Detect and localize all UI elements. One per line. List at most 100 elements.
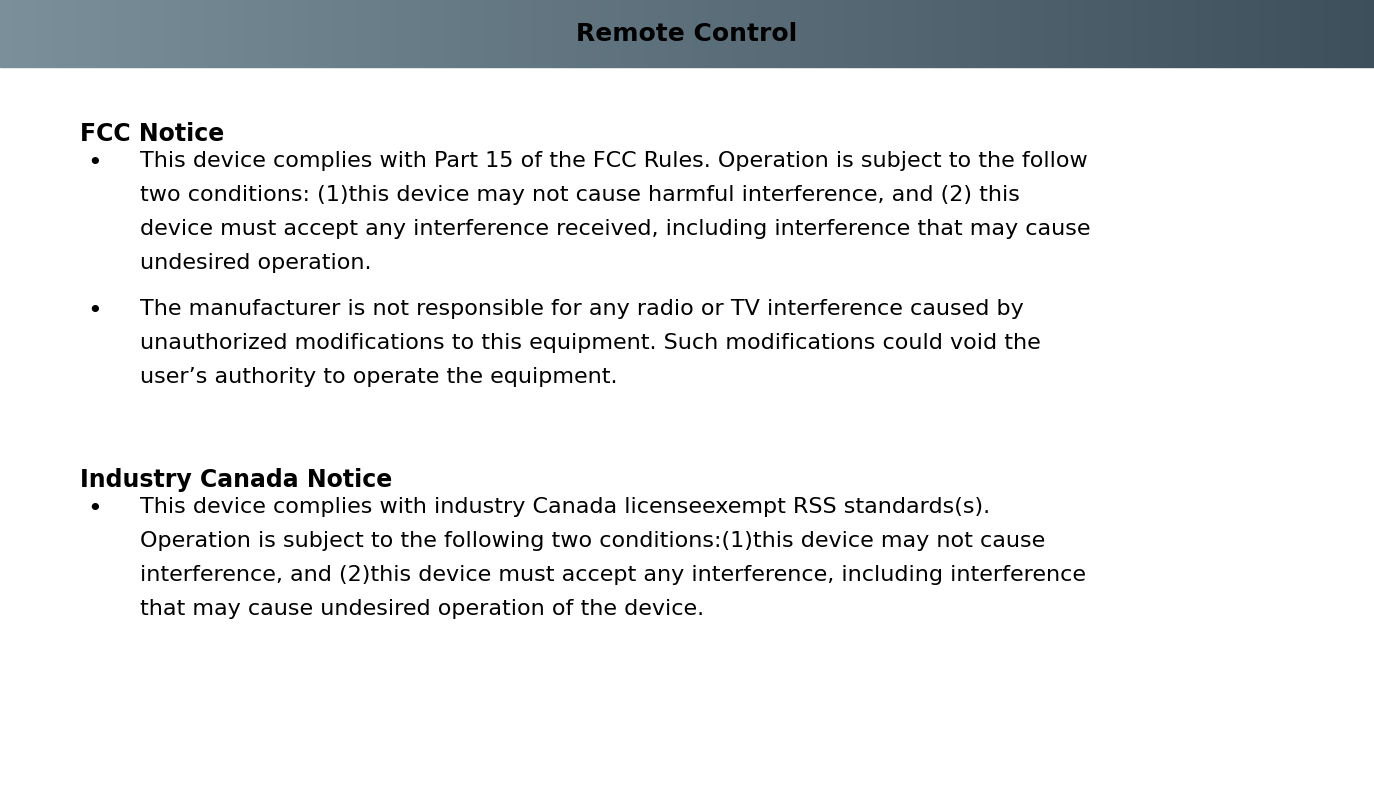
Bar [559,0,563,67]
Bar [339,0,344,67]
Bar [962,0,966,67]
Bar [1099,0,1103,67]
Bar [65,0,69,67]
Bar [1364,0,1370,67]
Bar [1315,0,1319,67]
Bar [1356,0,1360,67]
Bar [320,0,326,67]
Bar [10,0,14,67]
Bar [925,0,930,67]
Bar [655,0,660,67]
Bar [206,0,210,67]
Bar [110,0,114,67]
Bar [1219,0,1223,67]
Bar [1168,0,1172,67]
Bar [1150,0,1154,67]
Bar [911,0,916,67]
Bar [220,0,224,67]
Bar [78,0,82,67]
Bar [673,0,677,67]
Bar [842,0,848,67]
Bar [824,0,829,67]
Bar [815,0,820,67]
Bar [1154,0,1158,67]
Bar [403,0,408,67]
Bar [124,0,128,67]
Bar [408,0,412,67]
Bar [247,0,251,67]
Bar [357,0,361,67]
Bar [426,0,430,67]
Bar [27,0,32,67]
Bar [87,0,92,67]
Bar [394,0,398,67]
Bar [261,0,265,67]
Bar [834,0,838,67]
Bar [636,0,642,67]
Bar [971,0,976,67]
Bar [714,0,719,67]
Bar [1172,0,1178,67]
Bar [412,0,416,67]
Bar [591,0,595,67]
Bar [989,0,993,67]
Bar [732,0,738,67]
Bar [142,0,147,67]
Bar [687,0,691,67]
Bar [518,0,522,67]
Bar [436,0,440,67]
Bar [137,0,142,67]
Bar [1209,0,1213,67]
Bar [82,0,87,67]
Bar [14,0,18,67]
Text: FCC Notice: FCC Notice [80,122,224,146]
Bar [458,0,463,67]
Bar [605,0,609,67]
Bar [1287,0,1292,67]
Bar [980,0,985,67]
Bar [316,0,320,67]
Text: interference, and (2)this device must accept any interference, including interfe: interference, and (2)this device must ac… [140,564,1085,585]
Bar [848,0,852,67]
Bar [179,0,183,67]
Text: This device complies with industry Canada licenseexempt RSS standards(s).: This device complies with industry Canad… [140,496,991,517]
Bar [284,0,289,67]
Bar [985,0,989,67]
Bar [934,0,938,67]
Bar [23,0,27,67]
Text: unauthorized modifications to this equipment. Such modifications could void the: unauthorized modifications to this equip… [140,333,1040,353]
Bar [1186,0,1191,67]
Bar [1003,0,1007,67]
Bar [1062,0,1068,67]
Text: two conditions: (1)this device may not cause harmful interference, and (2) this: two conditions: (1)this device may not c… [140,185,1020,205]
Bar [499,0,504,67]
Bar [69,0,73,67]
Bar [298,0,302,67]
Bar [32,0,37,67]
Bar [265,0,271,67]
Bar [660,0,664,67]
Bar [243,0,247,67]
Bar [45,0,51,67]
Bar [73,0,78,67]
Bar [224,0,229,67]
Bar [632,0,636,67]
Bar [96,0,100,67]
Bar [1301,0,1305,67]
Bar [55,0,59,67]
Bar [513,0,518,67]
Bar [1246,0,1250,67]
Bar [1213,0,1219,67]
Bar [883,0,889,67]
Bar [174,0,179,67]
Bar [697,0,701,67]
Bar [1103,0,1109,67]
Bar [18,0,23,67]
Bar [0,0,4,67]
Bar [622,0,628,67]
Bar [133,0,137,67]
Bar [646,0,650,67]
Bar [1095,0,1099,67]
Bar [856,0,861,67]
Bar [526,0,532,67]
